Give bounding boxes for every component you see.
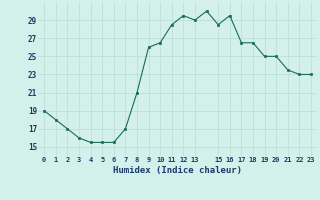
X-axis label: Humidex (Indice chaleur): Humidex (Indice chaleur) [113, 166, 242, 175]
